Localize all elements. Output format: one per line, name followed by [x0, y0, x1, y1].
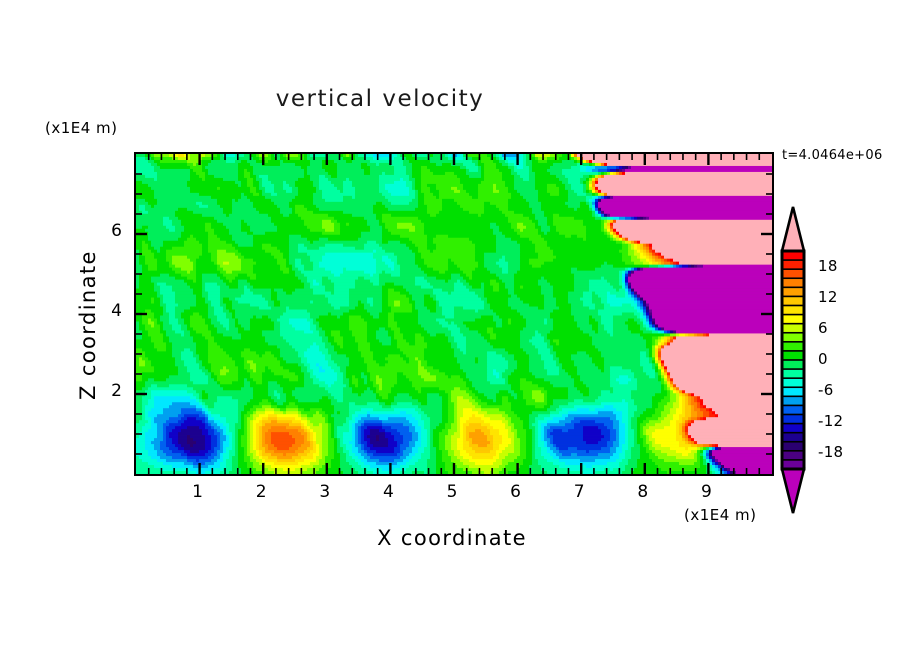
x-tick-label: 1	[192, 482, 203, 502]
colorbar-tick-label: 0	[818, 350, 828, 368]
x-tick-label: 8	[637, 482, 649, 502]
page-title: vertical velocity	[275, 86, 485, 112]
x-tick-label: 7	[573, 482, 585, 502]
x-axis-title: X coordinate	[377, 526, 527, 550]
y-tick-label: 4	[111, 301, 122, 321]
x-tick-label: 3	[319, 482, 331, 502]
x-tick-label: 9	[700, 482, 712, 502]
colorbar-tick-label: -6	[818, 381, 834, 400]
colorbar	[778, 205, 818, 515]
colorbar-gradient	[780, 206, 806, 514]
colorbar-tick-label: 6	[818, 318, 828, 337]
colorbar-tick-label: 12	[818, 287, 838, 306]
colorbar-tick-label: -12	[818, 412, 844, 431]
x-tick-label: 2	[255, 482, 267, 502]
colorbar-over-arrow	[780, 206, 806, 253]
y-tick-label: 2	[111, 381, 122, 401]
y-axis-unit-label: (x1E4 m)	[45, 119, 118, 137]
x-tick-label: 5	[446, 482, 458, 502]
y-axis-title: Z coordinate	[76, 250, 100, 400]
x-axis-unit-label: (x1E4 m)	[684, 506, 757, 524]
y-tick-label: 6	[111, 221, 122, 241]
colorbar-under-arrow	[780, 467, 806, 514]
contour-field	[136, 154, 772, 474]
x-tick-label: 4	[382, 482, 394, 502]
colorbar-tick-label: -18	[818, 443, 844, 462]
x-tick-label: 6	[510, 482, 521, 502]
colorbar-tick-label: 18	[818, 256, 838, 275]
time-annotation: t=4.0464e+06	[782, 148, 883, 163]
contour-plot-area	[134, 152, 774, 476]
